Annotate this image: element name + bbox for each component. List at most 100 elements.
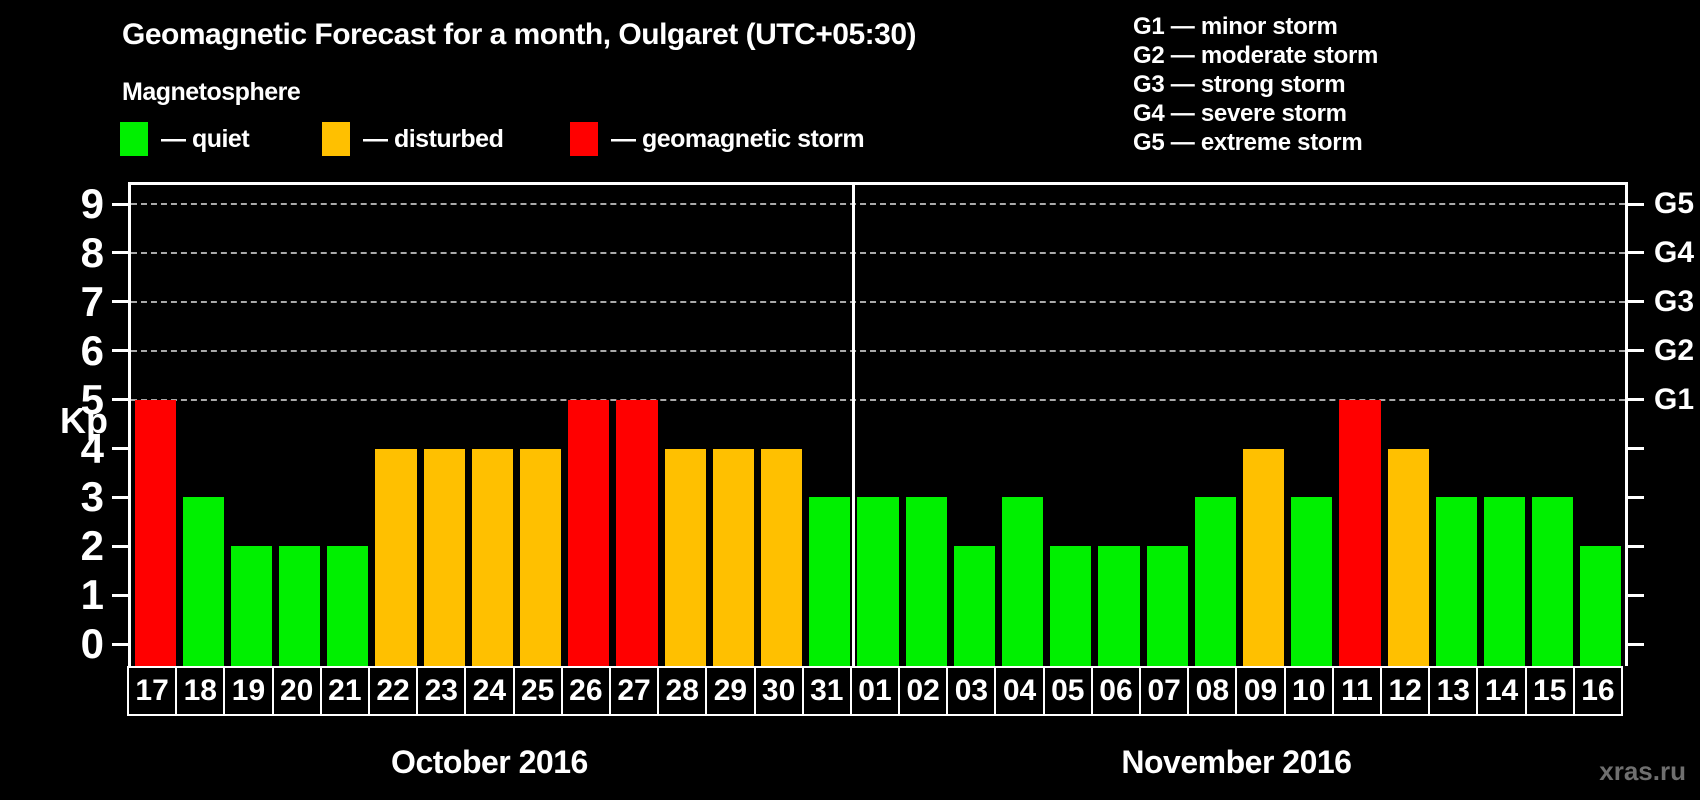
kp-bar-day-23: [423, 448, 465, 666]
date-label-cell: 15: [1524, 666, 1575, 716]
gridline-kp9: [131, 203, 1625, 205]
date-label-cell: 28: [657, 666, 708, 716]
y-tick-label-5: 5: [80, 375, 104, 423]
storm-scale-line-g1: G1 — minor storm: [1133, 13, 1338, 40]
kp-bar-day-04: [1001, 497, 1044, 666]
left-axis-tick-7: [112, 300, 128, 304]
legend-item-storm: — geomagnetic storm: [570, 120, 865, 158]
storm-scale-line-g4: G4 — severe storm: [1133, 100, 1347, 127]
kp-bar-day-10: [1291, 497, 1333, 666]
kp-bar-day-20: [279, 546, 321, 666]
kp-bar-day-14: [1483, 497, 1526, 666]
left-axis-tick-9: [112, 202, 128, 206]
kp-bar-day-13: [1435, 497, 1477, 666]
g-scale-label-g3: G3: [1654, 284, 1695, 318]
gridline-kp7: [131, 300, 1625, 303]
kp-bar-day-11: [1339, 399, 1381, 666]
kp-bar-day-17: [134, 399, 176, 666]
kp-bar-day-28: [664, 448, 706, 666]
date-label-cell: 25: [512, 666, 563, 716]
kp-bar-day-30: [761, 448, 803, 666]
y-tick-label-1: 1: [80, 571, 104, 619]
kp-bar-day-09: [1242, 448, 1285, 666]
right-axis-tick-4: [1628, 447, 1644, 450]
date-label-cell: 26: [560, 666, 611, 716]
legend-label-disturbed: — disturbed: [363, 124, 504, 153]
left-axis-tick-2: [112, 544, 128, 548]
kp-axis-label: Kp: [60, 400, 108, 441]
right-axis-tick-3: [1628, 495, 1644, 499]
date-label-cell: 18: [175, 666, 226, 716]
kp-bar-day-07: [1146, 546, 1188, 666]
right-axis-tick-8: [1628, 251, 1644, 255]
y-tick-label-7: 7: [80, 277, 104, 325]
kp-bar-day-29: [712, 448, 754, 666]
date-label-cell: 24: [464, 666, 515, 716]
kp-bar-day-19: [230, 546, 273, 666]
kp-bar-day-26: [568, 399, 610, 666]
date-label-cell: 13: [1428, 666, 1479, 716]
kp-bar-day-06: [1098, 546, 1140, 666]
left-axis-tick-6: [112, 349, 128, 353]
storm-color-swatch: [570, 122, 598, 156]
storm-scale-line-g3: G3 — strong storm: [1133, 71, 1346, 98]
date-label-cell: 21: [319, 666, 370, 716]
kp-bar-day-02: [905, 497, 947, 666]
watermark: xras.ru: [1599, 756, 1686, 786]
right-axis-tick-1: [1628, 593, 1644, 597]
y-tick-label-4: 4: [80, 424, 104, 472]
g-scale-label-g4: G4: [1654, 235, 1695, 269]
date-label-cell: 04: [994, 666, 1045, 716]
left-axis-tick-3: [112, 495, 128, 499]
month-label-october: October 2016: [391, 744, 588, 780]
kp-bar-day-16: [1580, 546, 1622, 666]
date-label-cell: 14: [1476, 666, 1527, 716]
date-label-cell: 27: [608, 666, 660, 716]
g-scale-label-g2: G2: [1654, 333, 1695, 367]
right-axis-tick-5: [1628, 398, 1644, 402]
plot-area: [128, 182, 1628, 666]
date-label-cell: 19: [223, 666, 274, 716]
left-axis-tick-4: [112, 447, 128, 450]
date-label-cell: 29: [705, 666, 756, 716]
right-axis-tick-6: [1628, 349, 1644, 353]
legend-item-quiet: — quiet: [120, 120, 250, 158]
quiet-color-swatch: [120, 122, 148, 156]
y-tick-label-2: 2: [80, 522, 104, 570]
disturbed-color-swatch: [322, 122, 350, 156]
date-label-cell: 16: [1572, 666, 1623, 716]
kp-bar-day-12: [1387, 448, 1429, 666]
date-label-cell: 11: [1331, 666, 1383, 716]
storm-scale-line-g5: G5 — extreme storm: [1133, 129, 1363, 156]
kp-bar-day-01: [857, 497, 899, 666]
left-axis-tick-8: [112, 251, 128, 255]
right-axis-tick-0: [1628, 642, 1644, 646]
kp-bar-day-25: [520, 448, 562, 666]
y-tick-label-8: 8: [80, 228, 104, 276]
storm-scale-legend: G1 — minor storm G2 — moderate storm G3 — …: [1133, 12, 1378, 157]
storm-scale-line-g2: G2 — moderate storm: [1133, 42, 1379, 69]
date-label-cell: 22: [367, 666, 419, 716]
kp-bar-day-31: [809, 497, 851, 666]
date-label-cell: 23: [416, 666, 467, 716]
right-axis-tick-7: [1628, 300, 1644, 304]
gridline-kp5: [131, 398, 1625, 401]
date-label-cell: 31: [801, 666, 852, 716]
right-axis-tick-9: [1628, 202, 1644, 206]
month-label-november: November 2016: [1121, 744, 1352, 780]
y-tick-label-9: 9: [80, 180, 104, 227]
gridline-kp6: [131, 349, 1625, 352]
left-axis-tick-1: [112, 593, 128, 597]
date-label-cell: 06: [1090, 666, 1142, 716]
kp-bar-day-08: [1194, 497, 1236, 666]
legend-item-disturbed: — disturbed: [322, 120, 504, 158]
y-tick-label-3: 3: [80, 473, 104, 521]
kp-bar-day-27: [616, 399, 658, 666]
chart-subtitle: Magnetosphere: [122, 78, 301, 106]
date-label-cell: 10: [1283, 666, 1334, 716]
kp-bar-day-22: [375, 448, 417, 666]
date-label-cell: 17: [127, 666, 178, 716]
g-scale-label-g1: G1: [1654, 382, 1695, 416]
y-tick-label-0: 0: [80, 620, 104, 668]
